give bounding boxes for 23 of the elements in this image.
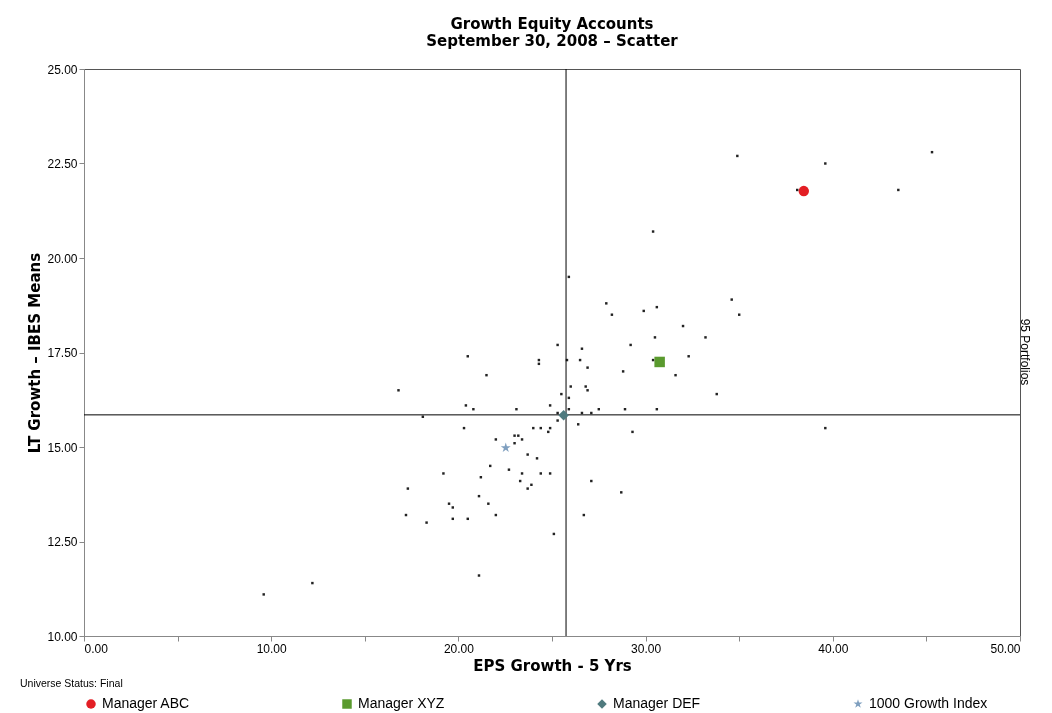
y-tick-label: 15.00 [47, 440, 78, 455]
x-tick-label: 50.00 [990, 641, 1021, 656]
x-tick-label: 40.00 [818, 641, 849, 656]
text: Universe Status: Final [20, 677, 123, 689]
y-tick-label: 17.50 [47, 346, 78, 360]
legend-label: Manager ABC [102, 695, 190, 711]
x-tick-label: 0.00 [84, 641, 109, 656]
x-tick-label: 10.00 [256, 641, 288, 656]
y-axis-title: LT Growth – IBES Means [26, 252, 45, 454]
x-axis-title: EPS Growth - 5 Yrs [473, 656, 632, 675]
y-tick-label: 12.50 [47, 535, 78, 549]
y-tick-label: 22.50 [47, 157, 78, 171]
y2-axis-title: 95 Portfolios [1018, 318, 1032, 386]
y-tick-label: 10.00 [47, 629, 78, 644]
legend-label: 1000 Growth Index [869, 695, 988, 711]
y-tick-label: 20.00 [47, 251, 78, 266]
x-tick-label: 30.00 [631, 641, 662, 656]
x-tick-label: 20.00 [443, 641, 475, 656]
chart-title: Growth Equity Accounts [450, 15, 654, 33]
legend-label: Manager XYZ [358, 695, 445, 711]
legend-label: Manager DEF [613, 695, 701, 711]
chart-subtitle: September 30, 2008 – Scatter [426, 32, 679, 50]
y-tick-label: 25.00 [47, 62, 78, 77]
